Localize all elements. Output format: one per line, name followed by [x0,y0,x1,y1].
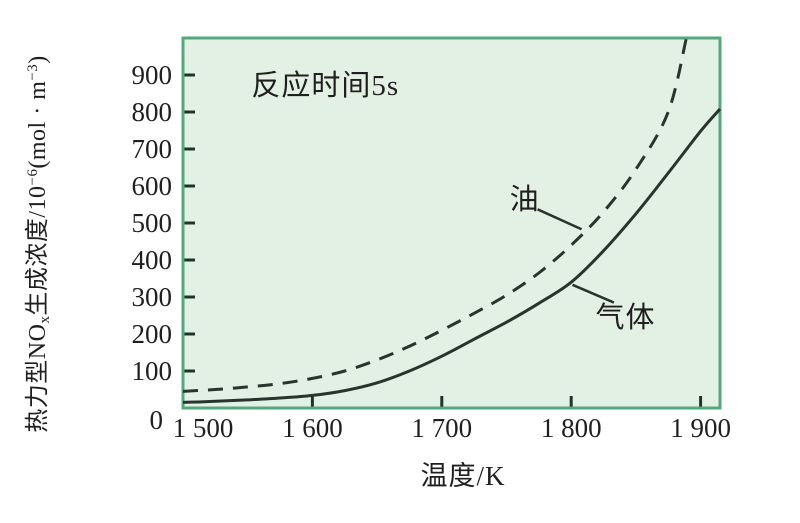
y-tick-label: 200 [131,319,173,349]
y-axis-title-part: −3 [25,63,41,81]
x-tick-label: 1 700 [411,413,473,443]
y-tick-label: 700 [131,134,173,164]
reaction-time-label: 反应时间5s [251,70,400,103]
x-tick-label: 1 800 [540,413,602,443]
y-tick-label: 800 [131,97,173,127]
gas-label: 气体 [595,301,656,334]
oil-leader-line [537,208,583,231]
x-tick-label: 1 600 [282,413,343,443]
y-tick-label: 100 [131,356,173,386]
x-tick-label: 1 900 [670,413,731,443]
y-axis-title-part: 热力型NO [25,323,52,433]
y-tick-label: 500 [131,208,173,238]
y-axis-title-part: −6 [25,168,41,186]
x-tick-label: 1 500 [172,413,234,443]
y-axis-title: 热力型NOx生成浓度/10−6(mol · m−3) [13,44,53,444]
plot-area [181,36,722,410]
oil-label: 油 [509,184,540,217]
y-axis-title-part: 生成浓度/10 [25,185,52,316]
gas-curve [182,108,722,404]
y-tick-label: 300 [131,282,173,312]
gas-leader-line [571,283,615,304]
y-tick-label: 400 [131,245,173,275]
y-tick-label: 900 [131,60,173,90]
y-axis-title-part: ) [25,55,52,64]
oil-curve [182,37,688,393]
y-tick-label: 600 [131,171,173,201]
y-tick-label: 0 [149,405,164,435]
y-axis-title-part: x [36,315,53,324]
y-axis-title-part: (mol · m [25,80,52,169]
x-axis-title: 温度/K [420,461,506,491]
